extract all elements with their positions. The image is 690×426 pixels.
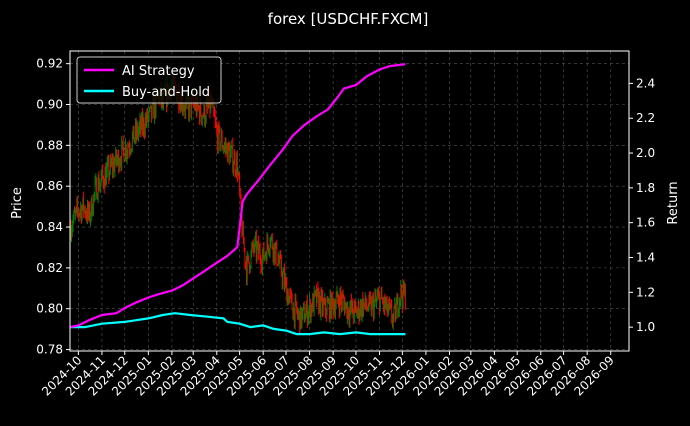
- right-tick-label: 1.0: [636, 320, 655, 334]
- left-tick-label: 0.90: [36, 98, 63, 112]
- right-tick-label: 2.2: [636, 111, 655, 125]
- right-tick-label: 2.0: [636, 146, 655, 160]
- series-line-ai-strategy: [69, 63, 406, 329]
- price-candles: [70, 70, 406, 336]
- right-tick-label: 1.6: [636, 216, 655, 230]
- grid: [70, 51, 629, 351]
- right-tick-label: 1.8: [636, 181, 655, 195]
- y-axis-label-right: Return: [666, 181, 681, 224]
- left-tick-label: 0.84: [36, 220, 63, 234]
- right-tick-label: 1.2: [636, 285, 655, 299]
- left-tick-label: 0.80: [36, 302, 63, 316]
- tick-marks: [66, 63, 633, 355]
- left-tick-label: 0.82: [36, 261, 63, 275]
- right-tick-label: 1.4: [636, 251, 655, 265]
- left-tick-label: 0.86: [36, 179, 63, 193]
- series-line-buy-and-hold: [70, 312, 406, 336]
- legend-label-bh: Buy-and-Hold: [122, 85, 210, 100]
- left-tick-label: 0.88: [36, 138, 63, 152]
- right-tick-labels: 1.0 1.2 1.4 1.6 1.8 2.0 2.2 2.4: [636, 76, 655, 334]
- return-lines: [69, 63, 406, 336]
- x-tick-labels: 2024-102024-112024-122025-012025-022025-…: [39, 353, 617, 398]
- chart-title: forex [USDCHF.FXCM]: [268, 10, 429, 28]
- left-tick-labels: 0.78 0.80 0.82 0.84 0.86 0.88 0.90 0.92: [36, 57, 63, 357]
- left-tick-label: 0.78: [36, 343, 63, 357]
- plot-frame: [69, 50, 630, 352]
- y-axis-label-left: Price: [10, 187, 25, 219]
- left-tick-label: 0.92: [36, 57, 63, 71]
- legend: AI Strategy Buy-and-Hold: [76, 56, 222, 104]
- right-tick-label: 2.4: [636, 76, 655, 90]
- legend-label-ai: AI Strategy: [122, 64, 195, 79]
